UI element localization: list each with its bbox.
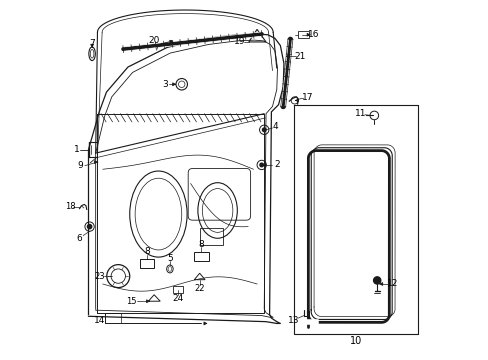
Text: 10: 10 xyxy=(349,336,361,346)
Circle shape xyxy=(260,163,263,167)
Text: 1: 1 xyxy=(74,145,80,154)
Text: 24: 24 xyxy=(172,294,183,303)
Text: 3: 3 xyxy=(163,80,168,89)
Text: 7: 7 xyxy=(89,39,95,48)
Text: 15: 15 xyxy=(126,297,137,306)
Text: 8: 8 xyxy=(198,240,204,249)
Text: 8: 8 xyxy=(144,247,149,256)
Circle shape xyxy=(373,277,380,284)
Text: 17: 17 xyxy=(302,93,313,102)
Text: 6: 6 xyxy=(77,234,82,243)
Text: 21: 21 xyxy=(294,52,305,61)
Circle shape xyxy=(262,128,265,132)
Text: 22: 22 xyxy=(194,284,204,293)
Text: 2: 2 xyxy=(273,161,279,170)
Text: 19: 19 xyxy=(233,37,244,46)
Text: 12: 12 xyxy=(386,279,397,288)
Text: 11: 11 xyxy=(354,109,366,118)
Circle shape xyxy=(87,225,92,229)
Text: 13: 13 xyxy=(287,316,299,325)
Text: 5: 5 xyxy=(167,254,172,263)
Text: 14: 14 xyxy=(93,316,105,325)
Text: 4: 4 xyxy=(272,122,278,131)
Text: 23: 23 xyxy=(94,271,105,280)
Text: 18: 18 xyxy=(65,202,75,211)
Text: 16: 16 xyxy=(308,30,319,39)
Text: 9: 9 xyxy=(77,161,83,170)
Text: 20: 20 xyxy=(148,36,160,45)
